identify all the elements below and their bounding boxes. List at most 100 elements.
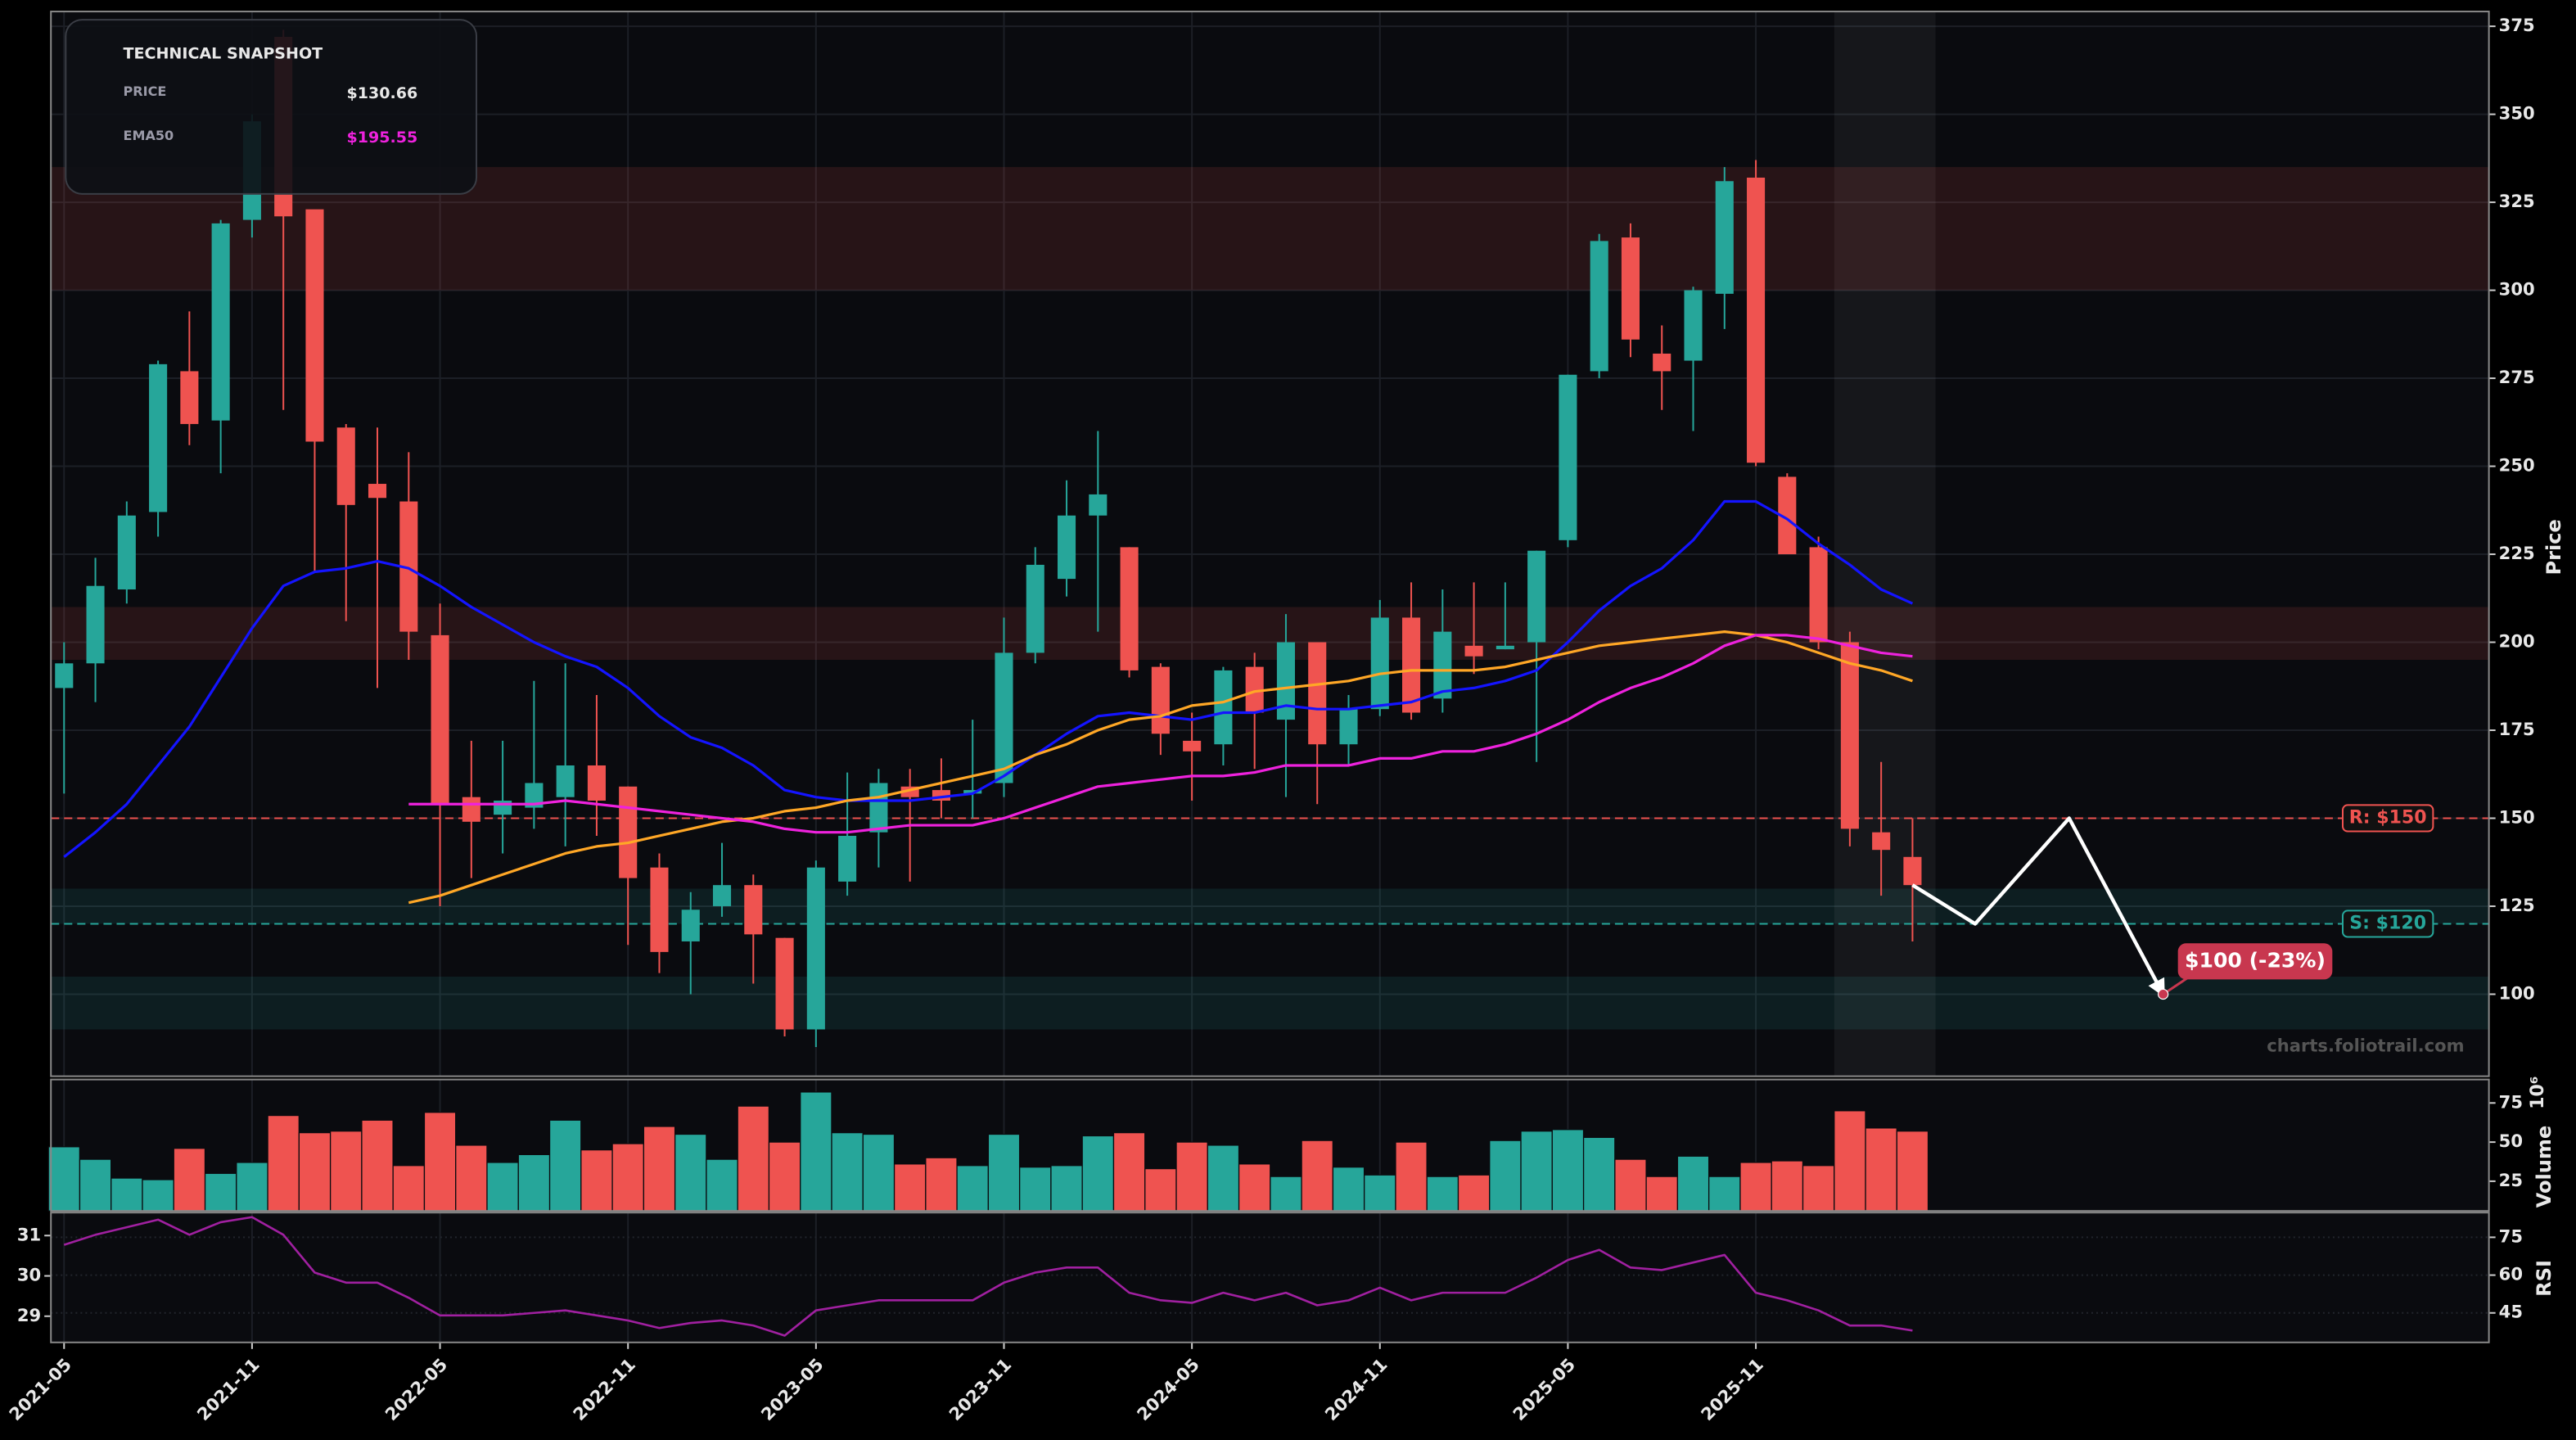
volume-bar xyxy=(956,1165,989,1212)
volume-tick-label: 50 xyxy=(2499,1131,2523,1151)
candle-body xyxy=(1026,564,1044,653)
rsi-tick-label: 60 xyxy=(2499,1264,2523,1284)
volume-bar xyxy=(1645,1176,1678,1212)
candle-body xyxy=(1151,666,1170,734)
volume-bar xyxy=(1238,1163,1271,1212)
candle-body xyxy=(117,515,136,590)
y-tick-label: 350 xyxy=(2499,103,2535,124)
candle-body xyxy=(1214,670,1233,745)
snapshot-ema: $195.55 xyxy=(346,129,417,147)
candle-body xyxy=(1245,666,1264,713)
rsi-frame xyxy=(50,1212,2490,1343)
candle-body xyxy=(368,484,387,499)
volume-bar xyxy=(1865,1127,1897,1212)
level-label-box xyxy=(2342,910,2434,938)
rsi-tick-label: 45 xyxy=(2499,1302,2523,1322)
volume-bar xyxy=(517,1153,551,1212)
candle-body xyxy=(1057,515,1076,580)
candle-body xyxy=(86,585,105,664)
volume-bar xyxy=(1395,1141,1428,1212)
candle-body xyxy=(556,765,575,797)
volume-bar xyxy=(111,1177,143,1212)
candle-body xyxy=(494,800,512,815)
volume-bar xyxy=(1364,1174,1396,1212)
rsi-left-tick-label: 31 xyxy=(17,1224,41,1244)
resistance-zone xyxy=(51,607,2489,661)
volume-bar xyxy=(1834,1110,1866,1212)
candle-body xyxy=(869,783,888,833)
target-point xyxy=(2157,988,2169,1000)
volume-bar xyxy=(1802,1165,1835,1212)
candle-body xyxy=(399,501,418,632)
y-tick-label: 300 xyxy=(2499,279,2535,300)
volume-bar xyxy=(1332,1167,1365,1212)
volume-bar xyxy=(1081,1135,1114,1212)
y-axis-label: Price xyxy=(2542,519,2565,575)
candle-body xyxy=(1621,237,1640,340)
volume-bar xyxy=(1019,1167,1052,1212)
candle-body xyxy=(462,797,480,822)
snapshot-ema-label: EMA50 xyxy=(124,128,174,143)
volume-bar xyxy=(455,1144,488,1212)
candle-body xyxy=(744,885,763,935)
candle-body xyxy=(55,663,74,688)
y-tick-label: 125 xyxy=(2499,895,2535,915)
snapshot-price-label: PRICE xyxy=(124,84,167,99)
volume-bar xyxy=(987,1133,1021,1212)
candle-body xyxy=(681,910,700,941)
candle-body xyxy=(1276,642,1295,720)
candle-body xyxy=(1872,832,1891,851)
support-zone xyxy=(51,976,2489,1030)
candle-body xyxy=(1809,547,1828,643)
volume-bar xyxy=(1489,1140,1522,1212)
volume-bar xyxy=(643,1126,676,1212)
volume-bar xyxy=(79,1158,112,1212)
ema-line xyxy=(63,499,1914,859)
y-tick-label: 375 xyxy=(2499,15,2535,35)
volume-bar xyxy=(831,1132,864,1212)
candle-body xyxy=(180,371,199,424)
highlight-span xyxy=(1834,11,1936,1077)
candle-body xyxy=(1496,645,1514,650)
y-tick-label: 250 xyxy=(2499,455,2535,476)
volume-frame xyxy=(50,1078,2490,1212)
candle-body xyxy=(775,937,794,1030)
volume-bar xyxy=(674,1133,707,1212)
volume-tick-label: 25 xyxy=(2499,1170,2523,1190)
candle-body xyxy=(1402,617,1421,713)
candle-body xyxy=(1527,550,1546,643)
volume-bar xyxy=(1520,1131,1553,1212)
candle-body xyxy=(619,786,638,878)
volume-bar xyxy=(893,1163,927,1212)
volume-bar xyxy=(1583,1136,1616,1212)
candle-body xyxy=(149,363,168,512)
level-label-box xyxy=(2342,804,2434,833)
candle-body xyxy=(1183,740,1202,752)
candle-body xyxy=(1747,177,1766,463)
candle-body xyxy=(963,790,982,794)
target-label: $100 (-23%) xyxy=(2185,948,2326,972)
volume-bar xyxy=(330,1131,363,1212)
volume-bar xyxy=(1050,1165,1083,1212)
volume-bar xyxy=(1207,1144,1240,1212)
y-tick-label: 200 xyxy=(2499,631,2535,652)
volume-bar xyxy=(423,1112,457,1212)
candle-body xyxy=(1903,856,1922,886)
candle-body xyxy=(1120,547,1139,670)
volume-bar xyxy=(1175,1141,1208,1212)
candle-body xyxy=(1089,494,1108,516)
volume-bar xyxy=(298,1132,332,1212)
candle-body xyxy=(1840,642,1859,829)
candle-body xyxy=(838,835,857,882)
candle-body xyxy=(431,634,449,805)
volume-bar xyxy=(267,1115,300,1212)
rsi-left-tick-label: 29 xyxy=(17,1305,41,1325)
candle-body xyxy=(712,885,732,906)
target-label-box xyxy=(2177,943,2333,980)
y-tick-label: 325 xyxy=(2499,191,2535,211)
candle-body xyxy=(1590,241,1608,372)
volume-bar xyxy=(1112,1132,1146,1212)
volume-bar xyxy=(1739,1162,1772,1212)
level-label: R: $150 xyxy=(2349,807,2427,828)
candle-body xyxy=(1778,476,1797,555)
